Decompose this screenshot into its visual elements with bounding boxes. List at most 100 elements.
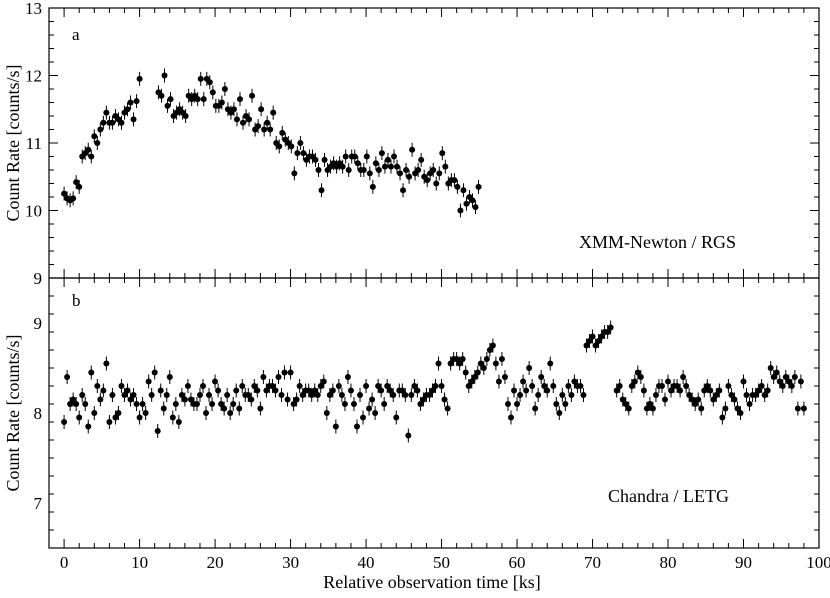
data-point xyxy=(402,388,409,402)
data-point xyxy=(118,379,125,393)
data-marker xyxy=(351,153,358,160)
data-point xyxy=(294,146,301,161)
data-point xyxy=(689,392,696,407)
data-point xyxy=(472,200,479,215)
data-point xyxy=(415,163,422,177)
data-marker xyxy=(454,183,461,190)
data-point xyxy=(314,388,321,402)
data-point xyxy=(770,370,777,384)
data-point xyxy=(755,383,762,398)
data-point xyxy=(76,410,83,425)
data-marker xyxy=(797,378,804,385)
data-marker xyxy=(121,392,128,398)
data-point xyxy=(103,105,110,120)
data-point xyxy=(233,112,240,127)
data-point xyxy=(230,102,237,117)
panel-b-y-tick-label: 9 xyxy=(34,314,43,333)
data-point xyxy=(504,397,511,411)
data-marker xyxy=(145,378,152,385)
data-marker xyxy=(258,106,265,113)
data-point xyxy=(230,397,237,411)
data-marker xyxy=(270,109,277,116)
data-marker xyxy=(589,333,596,340)
data-marker xyxy=(350,401,357,407)
data-point xyxy=(746,397,753,411)
data-point xyxy=(91,129,98,144)
data-point xyxy=(692,397,699,411)
data-marker xyxy=(526,365,533,371)
data-point xyxy=(263,383,270,398)
data-marker xyxy=(514,401,521,407)
data-marker xyxy=(91,133,98,140)
data-marker xyxy=(130,392,137,398)
data-point xyxy=(342,149,349,164)
data-marker xyxy=(318,187,325,194)
data-marker xyxy=(118,383,125,389)
data-marker xyxy=(397,170,404,177)
data-point xyxy=(442,159,449,174)
data-marker xyxy=(255,123,262,130)
data-point xyxy=(526,361,533,375)
data-point xyxy=(249,88,256,103)
data-point xyxy=(200,92,207,107)
data-point xyxy=(634,365,641,380)
data-point xyxy=(400,183,407,198)
data-marker xyxy=(315,167,322,173)
data-marker xyxy=(369,183,376,190)
data-point xyxy=(209,397,216,411)
data-point xyxy=(318,183,325,198)
data-point xyxy=(158,88,165,103)
data-marker xyxy=(160,405,167,412)
data-marker xyxy=(293,396,300,403)
data-marker xyxy=(393,414,400,421)
data-point xyxy=(426,388,433,402)
data-marker xyxy=(360,414,367,421)
data-marker xyxy=(148,392,155,398)
data-marker xyxy=(770,374,777,380)
data-marker xyxy=(372,410,379,416)
data-point xyxy=(267,122,274,137)
data-point xyxy=(130,112,137,127)
data-point xyxy=(459,352,466,366)
data-marker xyxy=(447,360,454,367)
data-marker xyxy=(565,383,572,389)
panel-a-y-tick-label: 12 xyxy=(25,67,42,86)
data-point xyxy=(725,379,732,393)
data-marker xyxy=(233,387,240,394)
data-point xyxy=(716,383,723,398)
data-point xyxy=(405,428,412,443)
data-point xyxy=(133,397,140,411)
data-point xyxy=(124,102,131,117)
data-point xyxy=(441,392,448,407)
data-point xyxy=(109,115,116,130)
data-marker xyxy=(224,392,231,398)
data-point xyxy=(489,338,496,353)
data-marker xyxy=(267,126,274,133)
data-marker xyxy=(164,102,171,109)
data-marker xyxy=(643,405,650,412)
data-point xyxy=(649,401,656,416)
data-marker xyxy=(103,360,110,367)
data-marker xyxy=(375,167,382,173)
data-marker xyxy=(193,401,200,407)
data-point xyxy=(414,383,421,398)
data-point xyxy=(136,71,143,86)
data-marker xyxy=(339,163,346,170)
data-point xyxy=(438,379,445,393)
data-point xyxy=(133,94,140,109)
data-marker xyxy=(495,378,502,385)
data-point xyxy=(710,392,717,407)
data-point xyxy=(628,379,635,393)
data-point xyxy=(501,370,508,384)
data-point xyxy=(592,338,599,353)
data-point xyxy=(109,388,116,402)
data-point xyxy=(97,122,104,137)
data-point xyxy=(797,374,804,389)
data-marker xyxy=(486,347,493,353)
data-marker xyxy=(414,387,421,394)
data-point xyxy=(197,71,204,86)
data-marker xyxy=(354,160,361,167)
data-marker xyxy=(420,396,427,403)
data-point xyxy=(206,388,213,402)
data-marker xyxy=(181,396,188,403)
